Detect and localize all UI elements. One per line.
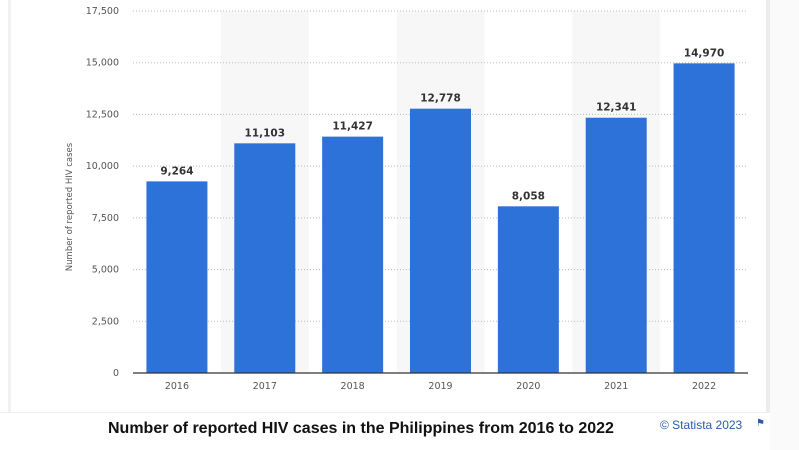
x-tick-label: 2022 <box>692 381 716 392</box>
scroll-strip <box>770 0 799 450</box>
y-tick-label: 15,000 <box>86 58 119 69</box>
y-tick-label: 10,000 <box>86 161 119 172</box>
x-tick-label: 2017 <box>253 381 277 392</box>
bar-2018 <box>322 136 384 373</box>
chart-frame <box>8 0 770 412</box>
x-tick-label: 2018 <box>341 381 365 392</box>
data-label: 14,970 <box>684 47 725 59</box>
data-label: 12,341 <box>596 102 637 114</box>
y-tick-label: 2,500 <box>92 316 119 327</box>
y-tick-label: 7,500 <box>92 213 119 224</box>
statista-credit-link[interactable]: © Statista 2023 <box>660 418 743 432</box>
x-tick-label: 2020 <box>516 381 540 392</box>
data-label: 11,103 <box>245 127 286 139</box>
data-label: 8,058 <box>512 190 545 202</box>
x-tick-label: 2016 <box>165 381 189 392</box>
y-tick-label: 5,000 <box>92 265 119 276</box>
bar-2019 <box>410 108 471 373</box>
flag-icon[interactable]: ⚑ <box>756 418 765 429</box>
x-tick-label: 2019 <box>428 381 452 392</box>
data-label: 12,778 <box>420 93 461 105</box>
data-label: 11,427 <box>332 121 373 133</box>
y-tick-label: 17,500 <box>86 6 119 17</box>
bar-2021 <box>585 117 647 374</box>
y-tick-label: 0 <box>113 368 119 379</box>
bar-2020 <box>497 206 559 373</box>
x-tick-label: 2021 <box>604 381 628 392</box>
data-label: 9,264 <box>160 165 193 177</box>
bar-2017 <box>234 143 296 373</box>
bar-2016 <box>146 181 208 373</box>
divider <box>0 412 770 413</box>
bar-2022 <box>673 63 735 373</box>
y-tick-label: 12,500 <box>86 109 119 120</box>
y-axis-label: Number of reported HIV cases <box>65 142 75 271</box>
chart-title: Number of reported HIV cases in the Phil… <box>108 420 614 437</box>
